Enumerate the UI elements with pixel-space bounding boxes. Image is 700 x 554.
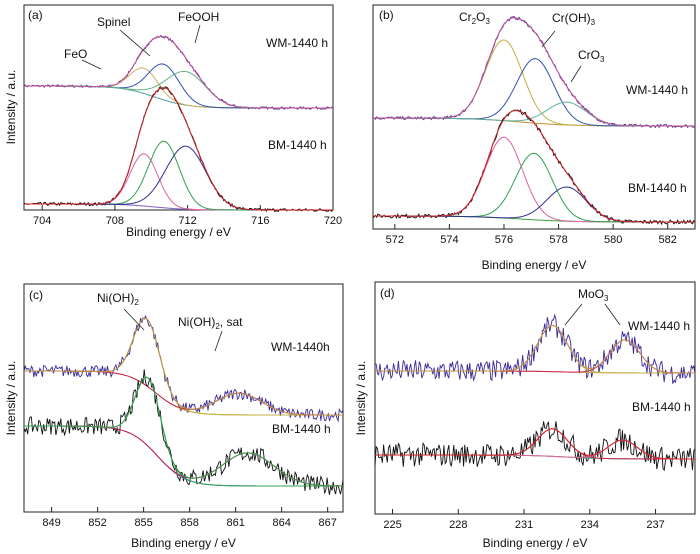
component-peak-1-0 bbox=[373, 136, 695, 223]
panel-b-label: (b) bbox=[379, 8, 394, 22]
x-tick-label: 704 bbox=[33, 215, 51, 227]
panel-b-cr-2p: (b) Binding energy / eV 572 574 576 578 580 5… bbox=[372, 4, 696, 272]
panel-a-fe-2p: (a) Binding energy / eV Intensity / a.u.… bbox=[4, 4, 342, 239]
panel-b-bm-label: BM-1440 h bbox=[628, 181, 687, 195]
panel-a-xlabel: Binding energy / eV bbox=[126, 225, 231, 239]
panel-c-x-ticks: 849 852 855 858 861 864 867 bbox=[42, 507, 337, 529]
panel-c-frame bbox=[23, 283, 344, 513]
x-tick-label: 867 bbox=[318, 517, 336, 529]
panel-a-bm-label: BM-1440 h bbox=[268, 138, 327, 152]
envelope-fit-0 bbox=[375, 324, 695, 374]
panel-c-ylabel: Intensity / a.u. bbox=[4, 361, 18, 436]
panel-c-curves bbox=[23, 314, 344, 495]
x-tick-label: 861 bbox=[226, 517, 244, 529]
panel-a-label: (a) bbox=[28, 8, 43, 22]
panel-b-arrow-cro3 bbox=[570, 65, 582, 83]
x-tick-label: 849 bbox=[42, 517, 60, 529]
x-tick-label: 855 bbox=[134, 517, 152, 529]
panel-b-label-cr2o3: Cr2O3 bbox=[459, 10, 490, 26]
background-line-1 bbox=[373, 215, 695, 223]
panel-c-xlabel: Binding energy / eV bbox=[131, 536, 236, 550]
envelope-fit-1 bbox=[375, 428, 695, 460]
panel-c-wm-label: WM-1440h bbox=[271, 340, 330, 354]
panel-a-ylabel: Intensity / a.u. bbox=[4, 70, 18, 145]
panel-a-wm-label: WM-1440 h bbox=[266, 36, 328, 50]
envelope-fit-0 bbox=[24, 317, 343, 416]
x-tick-label: 864 bbox=[272, 517, 290, 529]
x-tick-label: 578 bbox=[549, 234, 567, 246]
panel-c-arrow-nioh2-sat bbox=[214, 330, 223, 352]
component-peak-0-0 bbox=[24, 67, 333, 109]
panel-d-xlabel: Binding energy / eV bbox=[483, 536, 588, 550]
x-tick-label: 225 bbox=[383, 519, 401, 531]
component-peak-1-2 bbox=[24, 145, 333, 211]
x-tick-label: 574 bbox=[440, 234, 458, 246]
envelope-fit-1 bbox=[24, 376, 344, 487]
panel-d-bm-label: BM-1440 h bbox=[632, 400, 691, 414]
x-tick-label: 572 bbox=[386, 234, 404, 246]
x-tick-label: 228 bbox=[449, 519, 467, 531]
raw-spectrum-0 bbox=[372, 15, 696, 129]
x-tick-label: 858 bbox=[180, 517, 198, 529]
panel-c-ni-2p: (c) Binding energy / eV Intensity / a.u.… bbox=[4, 283, 344, 550]
panel-b-x-ticks: 572 574 576 578 580 582 bbox=[386, 224, 677, 246]
panel-b-frame bbox=[372, 4, 696, 230]
panel-c-label-nioh2-sat: Ni(OH)2, sat bbox=[178, 315, 243, 331]
panel-d-curves bbox=[374, 313, 696, 472]
panel-d-wm-label: WM-1440 h bbox=[628, 319, 690, 333]
raw-spectrum-1 bbox=[23, 369, 344, 495]
component-peak-1-0 bbox=[24, 153, 333, 211]
panel-a-label-spinel: Spinel bbox=[97, 15, 130, 29]
panel-a-arrow-feooh bbox=[194, 24, 201, 44]
panel-a-x-ticks: 704 708 712 716 720 bbox=[33, 205, 342, 227]
envelope-fit-1 bbox=[24, 87, 333, 211]
envelope-fit-0 bbox=[373, 17, 695, 127]
x-tick-label: 231 bbox=[515, 519, 533, 531]
panel-d-x-ticks: 225 228 231 234 237 bbox=[383, 509, 665, 531]
panel-c-label-nioh2: Ni(OH)2 bbox=[97, 291, 139, 307]
x-tick-label: 237 bbox=[646, 519, 664, 531]
panel-c-label: (c) bbox=[29, 288, 43, 302]
panel-b-curves bbox=[372, 15, 696, 226]
envelope-fit-1 bbox=[373, 109, 695, 223]
panel-c-bm-label: BM-1440 h bbox=[272, 422, 331, 436]
x-tick-label: 582 bbox=[659, 234, 677, 246]
panel-b-label-cro3: CrO3 bbox=[578, 48, 605, 64]
panel-d-label: (d) bbox=[380, 286, 395, 300]
x-tick-label: 852 bbox=[88, 517, 106, 529]
envelope-fit-0 bbox=[24, 35, 333, 109]
x-tick-label: 716 bbox=[251, 215, 269, 227]
x-tick-label: 576 bbox=[495, 234, 513, 246]
panel-d-frame bbox=[374, 281, 696, 515]
x-tick-label: 234 bbox=[581, 519, 599, 531]
raw-spectrum-0 bbox=[23, 314, 344, 423]
panel-a-arrow-spinel bbox=[119, 29, 151, 57]
panel-d-arrow-moo3-b bbox=[604, 303, 621, 326]
panel-d-ylabel: Intensity / a.u. bbox=[354, 361, 368, 436]
panel-b-wm-label: WM-1440 h bbox=[626, 83, 688, 97]
component-peak-0-1 bbox=[24, 370, 343, 416]
panel-d-arrow-moo3-a bbox=[564, 303, 583, 326]
panel-b-label-croh3: Cr(OH)3 bbox=[552, 11, 596, 27]
panel-d-mo-3d: (d) Binding energy / eV Intensity / a.u.… bbox=[354, 281, 696, 550]
raw-spectrum-1 bbox=[374, 420, 696, 472]
component-peak-0-0 bbox=[24, 317, 343, 416]
panel-a-label-feooh: FeOOH bbox=[178, 10, 219, 24]
panel-c-arrow-nioh2 bbox=[123, 308, 145, 331]
panel-a-arrow-feo bbox=[81, 59, 102, 70]
panel-b-xlabel: Binding energy / eV bbox=[482, 258, 587, 272]
x-tick-label: 720 bbox=[324, 215, 342, 227]
x-tick-label: 580 bbox=[604, 234, 622, 246]
raw-spectrum-1 bbox=[372, 109, 696, 226]
panel-a-curves bbox=[23, 34, 334, 213]
panel-b-arrow-croh3 bbox=[541, 30, 556, 48]
panel-d-label-moo3: MoO3 bbox=[578, 287, 609, 303]
panel-a-label-feo: FeO bbox=[64, 47, 87, 61]
x-tick-label: 708 bbox=[106, 215, 124, 227]
x-tick-label: 712 bbox=[178, 215, 196, 227]
